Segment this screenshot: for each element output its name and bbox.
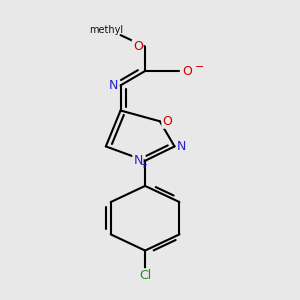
- Text: −: −: [195, 62, 205, 72]
- Text: O: O: [162, 115, 172, 128]
- Text: N: N: [177, 140, 186, 153]
- Text: O: O: [182, 64, 192, 77]
- Text: +: +: [139, 160, 147, 170]
- Text: O: O: [133, 40, 142, 53]
- Text: N: N: [133, 154, 142, 167]
- Text: Cl: Cl: [139, 269, 151, 282]
- Text: methyl: methyl: [89, 25, 123, 35]
- Text: N: N: [109, 79, 118, 92]
